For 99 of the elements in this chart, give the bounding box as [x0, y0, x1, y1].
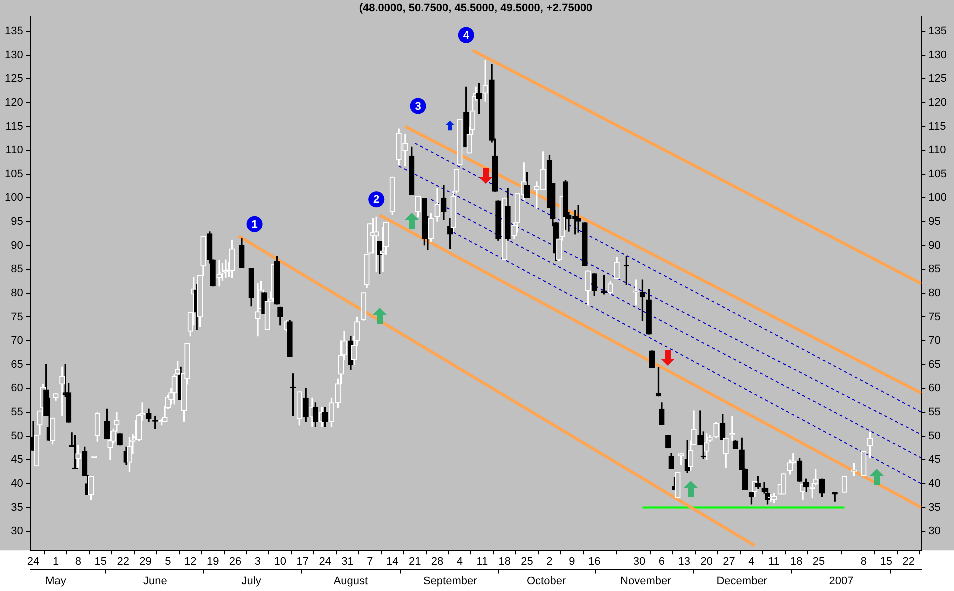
x-tick-label: 1: [52, 556, 60, 568]
candlestick: [216, 260, 222, 287]
y-tick-label: 90: [11, 240, 24, 252]
y-tick-label: 75: [11, 311, 24, 324]
y-tick-label: 30: [11, 526, 24, 538]
x-tick-label: 7: [367, 556, 374, 568]
y-tick-label: 60: [11, 382, 24, 395]
y-tick-label: 105: [4, 168, 24, 180]
y-tick-label: 65: [11, 358, 24, 371]
x-tick-label: 21: [408, 556, 422, 568]
x-tick-label: 11: [476, 556, 488, 568]
x-tick-label: 14: [386, 556, 399, 568]
chart-title: (48.0000, 50.7500, 45.5000, 49.5000, +2.75000: [359, 2, 593, 15]
x-tick-label: 28: [431, 556, 444, 568]
y-tick-label: 130: [4, 49, 24, 62]
x-tick-label: 15: [880, 556, 893, 568]
x-tick-label: 16: [588, 556, 601, 568]
candlestick: [255, 284, 261, 337]
x-tick-label: 27: [723, 556, 736, 568]
x-tick-label: 19: [206, 556, 220, 568]
x-tick-label: 22: [117, 556, 130, 568]
y2-tick-label: 30: [928, 526, 941, 538]
y-tick-label: 50: [11, 430, 24, 442]
y-tick-label: 35: [11, 502, 24, 514]
x2-tick-label: 2007: [829, 575, 854, 588]
y2-tick-label: 50: [928, 430, 941, 442]
x-tick-label: 4: [456, 556, 464, 568]
annotation: 1: [252, 218, 258, 231]
x-tick-label: 25: [812, 556, 826, 568]
y-tick-label: 135: [4, 26, 24, 38]
y2-tick-label: 40: [928, 478, 941, 490]
candlestick: [76, 445, 82, 469]
y2-tick-label: 95: [928, 216, 941, 228]
y-tick-label: 125: [4, 73, 24, 86]
x-tick-label: 8: [75, 556, 82, 568]
y-tick-label: 115: [6, 120, 24, 133]
x2-tick-label: September: [423, 575, 478, 588]
x-tick-label: 12: [184, 556, 197, 568]
y2-tick-label: 130: [928, 49, 948, 62]
y2-tick-label: 65: [928, 358, 941, 371]
y2-tick-label: 60: [928, 382, 941, 395]
x-tick-label: 2: [546, 556, 553, 568]
x-tick-label: 20: [700, 556, 713, 568]
y2-tick-label: 90: [928, 240, 941, 252]
y2-tick-label: 110: [928, 144, 946, 157]
x-tick-label: 25: [521, 556, 534, 568]
y2-tick-label: 125: [928, 73, 948, 86]
y-tick-label: 70: [11, 335, 24, 348]
y2-tick-label: 100: [928, 192, 948, 204]
y2-tick-label: 105: [928, 168, 948, 180]
x-tick-label: 11: [768, 556, 780, 568]
x-tick-label: 15: [94, 556, 108, 568]
x-tick-label: 13: [678, 556, 691, 568]
x2-tick-label: August: [334, 575, 368, 588]
annotation: 3: [415, 100, 422, 113]
y2-tick-label: 45: [928, 454, 941, 466]
x-tick-label: 18: [498, 556, 511, 568]
x-tick-label: 24: [27, 556, 40, 568]
y2-tick-label: 135: [928, 26, 948, 38]
y2-tick-label: 75: [928, 311, 941, 324]
y2-tick-label: 80: [928, 287, 941, 300]
y-tick-label: 55: [11, 406, 24, 419]
x-tick-label: 30: [633, 556, 646, 568]
y-tick-label: 120: [4, 96, 24, 109]
y2-tick-label: 70: [928, 335, 941, 348]
x2-tick-label: July: [242, 575, 262, 588]
x-tick-label: 3: [254, 556, 262, 568]
x2-tick-label: May: [46, 575, 67, 588]
x-tick-label: 22: [902, 556, 915, 568]
x-tick-label: 18: [790, 556, 803, 568]
x-tick-label: 5: [165, 556, 172, 568]
x-tick-label: 8: [860, 556, 867, 568]
x-tick-label: 24: [319, 556, 332, 568]
x-tick-label: 4: [748, 556, 755, 568]
x2-tick-label: October: [526, 575, 566, 588]
annotation: 2: [374, 194, 380, 206]
x-tick-label: 9: [569, 556, 576, 568]
y2-tick-label: 120: [928, 96, 948, 109]
y-tick-label: 45: [11, 454, 24, 466]
y-tick-label: 80: [11, 287, 24, 300]
y2-tick-label: 85: [928, 264, 941, 276]
y-tick-label: 110: [6, 144, 24, 157]
y2-tick-label: 35: [928, 502, 941, 514]
y-tick-label: 40: [11, 478, 24, 490]
x2-tick-label: November: [620, 575, 672, 588]
x2-tick-label: June: [143, 575, 168, 588]
y2-tick-label: 55: [928, 406, 941, 419]
x-tick-label: 10: [274, 556, 287, 568]
x-tick-label: 6: [658, 556, 666, 568]
x-tick-label: 31: [342, 556, 354, 568]
y2-tick-label: 115: [928, 120, 946, 133]
annotation: 4: [463, 30, 470, 42]
y-tick-label: 95: [11, 216, 24, 228]
y-tick-label: 85: [11, 264, 24, 276]
x-tick-label: 29: [140, 556, 152, 568]
x-tick-label: 26: [229, 556, 242, 568]
x2-tick-label: December: [716, 575, 768, 588]
y-tick-label: 100: [4, 192, 24, 204]
x-tick-label: 17: [296, 556, 309, 568]
